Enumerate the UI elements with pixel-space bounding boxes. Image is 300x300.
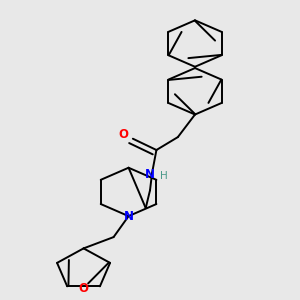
Text: N: N <box>124 210 134 223</box>
Text: H: H <box>160 172 168 182</box>
Text: O: O <box>79 282 88 296</box>
Text: O: O <box>118 128 128 141</box>
Text: N: N <box>145 168 155 181</box>
